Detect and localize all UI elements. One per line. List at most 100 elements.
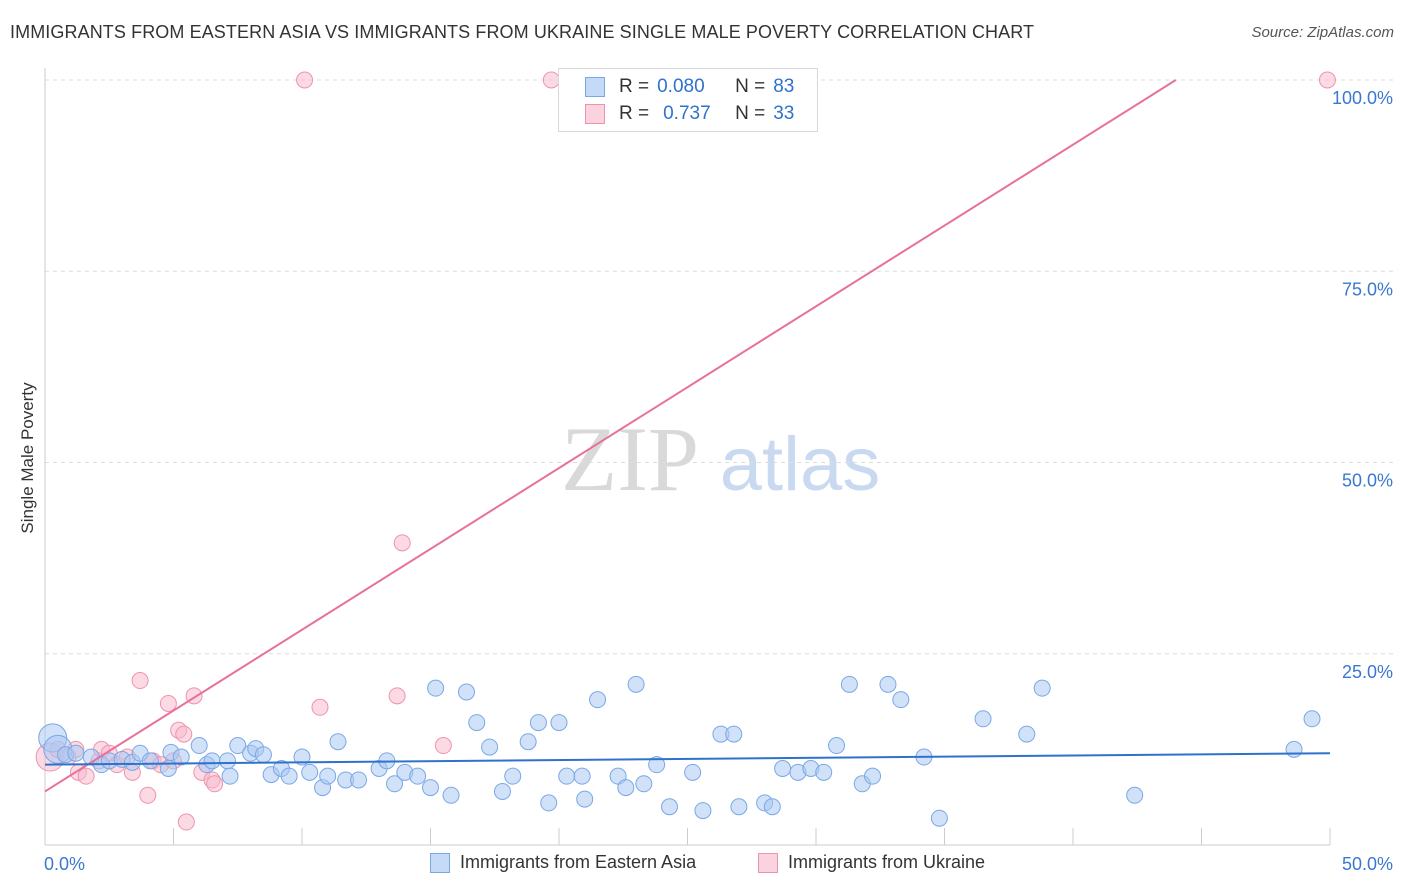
eastern-asia-point bbox=[529, 714, 547, 732]
eastern-asia-point bbox=[468, 714, 486, 732]
eastern-asia-point bbox=[550, 714, 568, 732]
eastern-asia-point bbox=[576, 790, 594, 808]
legend-swatch-blue bbox=[585, 77, 605, 97]
chart-title: IMMIGRANTS FROM EASTERN ASIA VS IMMIGRAN… bbox=[10, 22, 1035, 42]
legend-swatch-blue bbox=[430, 852, 450, 873]
legend-item-eastern-asia: Immigrants from Eastern Asia bbox=[430, 852, 696, 873]
legend-row-ukraine: R = 0.737 N = 33 bbox=[559, 100, 794, 128]
legend-row-eastern-asia: R = 0.080 N = 83 bbox=[559, 73, 794, 101]
legend-label: Immigrants from Eastern Asia bbox=[460, 852, 697, 872]
ukraine-point bbox=[311, 698, 329, 716]
source-label: Source: ZipAtlas.com bbox=[1251, 24, 1394, 41]
eastern-asia-point bbox=[350, 771, 368, 789]
ukraine-point bbox=[177, 813, 195, 831]
eastern-asia-point bbox=[589, 691, 607, 709]
ukraine-point bbox=[542, 71, 560, 89]
r-value: 0.737 bbox=[663, 103, 711, 124]
eastern-asia-point bbox=[457, 683, 475, 701]
eastern-asia-point bbox=[280, 767, 298, 785]
eastern-asia-point bbox=[329, 733, 347, 751]
ukraine-point bbox=[139, 786, 157, 804]
eastern-asia-point bbox=[725, 725, 743, 743]
r-value: 0.080 bbox=[657, 76, 705, 97]
y-tick-label: 100.0% bbox=[1332, 88, 1393, 108]
eastern-asia-point bbox=[558, 767, 576, 785]
eastern-asia-point bbox=[1033, 679, 1051, 697]
eastern-asia-point bbox=[229, 737, 247, 755]
eastern-asia-point bbox=[519, 733, 537, 751]
eastern-asia-point bbox=[422, 779, 439, 797]
ukraine-point bbox=[175, 725, 193, 743]
eastern-asia-point bbox=[828, 737, 846, 755]
ukraine-trend-line bbox=[44, 79, 1177, 793]
ukraine-point bbox=[434, 737, 452, 755]
ukraine-point bbox=[206, 775, 224, 793]
eastern-asia-point bbox=[840, 675, 858, 693]
r-label: R = bbox=[619, 76, 650, 97]
eastern-asia-point bbox=[879, 675, 897, 693]
x-ticks bbox=[44, 828, 1331, 845]
eastern-asia-point bbox=[815, 763, 833, 781]
eastern-asia-point bbox=[774, 760, 792, 777]
eastern-asia-point bbox=[293, 748, 311, 766]
eastern-asia-point bbox=[627, 675, 645, 693]
n-value: 83 bbox=[773, 76, 795, 97]
legend-swatch-pink bbox=[585, 104, 605, 124]
eastern-asia-point bbox=[504, 767, 522, 785]
eastern-asia-point bbox=[540, 794, 558, 812]
eastern-asia-point bbox=[190, 737, 208, 755]
eastern-asia-point bbox=[763, 798, 781, 816]
x-tick-labels: 0.0% 50.0% bbox=[44, 854, 1393, 874]
legend-swatch-pink bbox=[758, 852, 778, 873]
eastern-asia-point bbox=[1126, 786, 1144, 804]
y-tick-label: 25.0% bbox=[1342, 662, 1393, 682]
n-value: 33 bbox=[773, 103, 795, 124]
eastern-asia-point bbox=[493, 782, 511, 800]
eastern-asia-point bbox=[684, 763, 702, 781]
eastern-asia-point bbox=[386, 775, 404, 793]
n-label: N = bbox=[735, 76, 766, 97]
legend-label: Immigrants from Ukraine bbox=[788, 852, 986, 872]
eastern-asia-point bbox=[1303, 710, 1321, 728]
eastern-asia-point bbox=[203, 752, 221, 770]
ukraine-point bbox=[296, 71, 314, 89]
trend-lines bbox=[44, 79, 1331, 793]
ukraine-point bbox=[388, 687, 406, 705]
watermark-zip: ZIP bbox=[561, 408, 699, 510]
y-tick-label: 50.0% bbox=[1342, 471, 1393, 491]
eastern-asia-point bbox=[694, 802, 712, 820]
eastern-asia-point bbox=[730, 798, 748, 816]
eastern-asia-point bbox=[892, 691, 910, 709]
watermark-atlas: atlas bbox=[720, 422, 881, 507]
eastern-asia-point bbox=[141, 752, 159, 770]
x-tick-label: 50.0% bbox=[1342, 854, 1393, 874]
ukraine-point bbox=[393, 534, 411, 552]
eastern-asia-point bbox=[254, 746, 272, 764]
eastern-asia-point bbox=[974, 710, 992, 728]
eastern-asia-point bbox=[427, 679, 445, 697]
eastern-asia-point bbox=[481, 738, 499, 756]
ukraine-point bbox=[77, 767, 95, 785]
eastern-asia-point bbox=[617, 779, 635, 797]
r-label: R = bbox=[619, 103, 650, 124]
eastern-asia-point bbox=[1285, 740, 1303, 758]
eastern-asia-point bbox=[864, 767, 882, 785]
eastern-asia-point bbox=[218, 752, 236, 770]
y-tick-labels: 25.0% 50.0% 75.0% 100.0% bbox=[1332, 88, 1393, 682]
eastern-asia-point bbox=[573, 767, 591, 785]
n-label: N = bbox=[735, 103, 766, 124]
y-tick-label: 75.0% bbox=[1342, 279, 1393, 299]
eastern-asia-point bbox=[1018, 725, 1036, 743]
eastern-asia-point bbox=[442, 786, 460, 804]
eastern-asia-point bbox=[172, 748, 190, 766]
eastern-asia-point bbox=[648, 756, 666, 774]
ukraine-point bbox=[159, 694, 177, 712]
eastern-asia-point bbox=[930, 809, 948, 827]
legend-item-ukraine: Immigrants from Ukraine bbox=[758, 852, 985, 873]
eastern-asia-point bbox=[221, 767, 239, 785]
eastern-asia-trend-line bbox=[44, 752, 1331, 766]
eastern-asia-points bbox=[38, 675, 1321, 827]
eastern-asia-point bbox=[661, 798, 679, 816]
eastern-asia-point bbox=[319, 767, 337, 785]
